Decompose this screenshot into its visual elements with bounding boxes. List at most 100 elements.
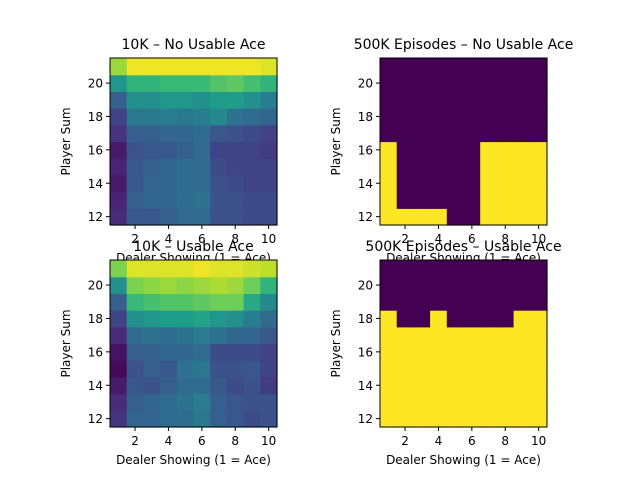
heatmap-cell (380, 58, 398, 76)
heatmap-cell (380, 74, 398, 92)
heatmap-cell (110, 343, 128, 361)
heatmap-cell (143, 393, 161, 411)
heatmap-cell (380, 360, 398, 378)
heatmap-cell (176, 91, 195, 109)
heatmap-cell (210, 208, 228, 226)
heatmap-cell (110, 276, 128, 294)
x-tick-label: 2 (131, 434, 139, 448)
heatmap-cell (226, 108, 245, 126)
heatmap-cell (160, 174, 178, 193)
y-tick-label: 20 (358, 77, 373, 91)
heatmap-cell (413, 191, 431, 209)
y-axis-label: Player Sum (59, 107, 73, 175)
heatmap-cell (143, 141, 161, 159)
heatmap-cell (380, 410, 398, 428)
heatmap-cell (226, 74, 245, 92)
heatmap-cell (380, 141, 398, 159)
heatmap-cell (260, 393, 278, 411)
heatmap-cell (530, 191, 548, 209)
heatmap-cell (126, 260, 144, 278)
heatmap-cell (226, 293, 245, 311)
heatmap-cell (380, 108, 398, 126)
heatmap-cell (396, 58, 414, 76)
heatmap-cell (176, 108, 195, 126)
heatmap-cell (110, 260, 128, 278)
y-tick-label: 12 (358, 210, 373, 224)
heatmap-cell (530, 326, 548, 345)
heatmap-cell (260, 124, 278, 143)
heatmap-cell (513, 326, 531, 345)
heatmap-cell (143, 360, 161, 378)
axes-frame (109, 259, 278, 428)
heatmap-cell (110, 124, 128, 143)
heatmap-cell (413, 91, 431, 109)
y-tick-label: 18 (88, 110, 103, 124)
heatmap-cell (480, 158, 498, 176)
heatmap-cell (176, 58, 195, 76)
heatmap-cell (380, 208, 398, 226)
heatmap-cell (446, 174, 465, 193)
heatmap-cell (463, 108, 481, 126)
heatmap-cell (413, 174, 431, 193)
heatmap-cell (396, 410, 414, 428)
heatmap-cell (160, 58, 178, 76)
heatmap-cell (243, 276, 261, 294)
heatmap-cell (176, 260, 195, 278)
chart-title: 500K Episodes – No Usable Ace (354, 37, 574, 53)
heatmap-cell (193, 74, 211, 92)
heatmap-cell (126, 360, 144, 378)
heatmap-cell (126, 310, 144, 328)
heatmap-cell (110, 326, 128, 345)
heatmap-cell (160, 74, 178, 92)
heatmap-cell (243, 393, 261, 411)
heatmap-cell (226, 343, 245, 361)
heatmap-cell (413, 124, 431, 143)
x-tick-label: 2 (401, 232, 409, 246)
heatmap-cell (193, 276, 211, 294)
heatmap-cell (143, 376, 161, 395)
heatmap-cell (496, 260, 515, 278)
heatmap-cell (126, 276, 144, 294)
heatmap-cell (193, 343, 211, 361)
heatmap-cell (126, 293, 144, 311)
heatmap-cell (243, 191, 261, 209)
heatmap-cell (396, 158, 414, 176)
x-axis-label: Dealer Showing (1 = Ace) (116, 453, 271, 467)
heatmap-cell (210, 124, 228, 143)
heatmap-cell (160, 393, 178, 411)
heatmap-cell (396, 141, 414, 159)
heatmap-cell (226, 91, 245, 109)
heatmap-cell (430, 326, 448, 345)
heatmap-cell (143, 293, 161, 311)
heatmap-cell (243, 141, 261, 159)
x-tick-label: 2 (131, 232, 139, 246)
heatmap-cell (176, 326, 195, 345)
y-axis-label: Player Sum (329, 309, 343, 377)
heatmap-cell (226, 276, 245, 294)
heatmap-cell (463, 208, 481, 226)
heatmap-cell (176, 410, 195, 428)
y-tick-label: 20 (88, 279, 103, 293)
axes-frame (109, 57, 278, 226)
heatmap-cell (480, 208, 498, 226)
heatmap-cell (193, 91, 211, 109)
heatmap-cell (143, 343, 161, 361)
heatmap-cell (396, 260, 414, 278)
heatmap-cell (260, 310, 278, 328)
y-tick-label: 14 (358, 177, 373, 191)
heatmap-cell (413, 326, 431, 345)
heatmap-cell (430, 174, 448, 193)
heatmap-cell (260, 174, 278, 193)
y-tick-label: 14 (358, 379, 373, 393)
heatmap-cell (160, 310, 178, 328)
heatmap-cell (413, 260, 431, 278)
heatmap-cell (160, 91, 178, 109)
heatmap-cell (463, 376, 481, 395)
heatmap-cell (193, 124, 211, 143)
heatmap-cell (413, 360, 431, 378)
heatmap-cell (226, 158, 245, 176)
y-tick-label: 18 (88, 312, 103, 326)
heatmap-cell (463, 393, 481, 411)
heatmap-cell (193, 310, 211, 328)
heatmap-cell (260, 108, 278, 126)
